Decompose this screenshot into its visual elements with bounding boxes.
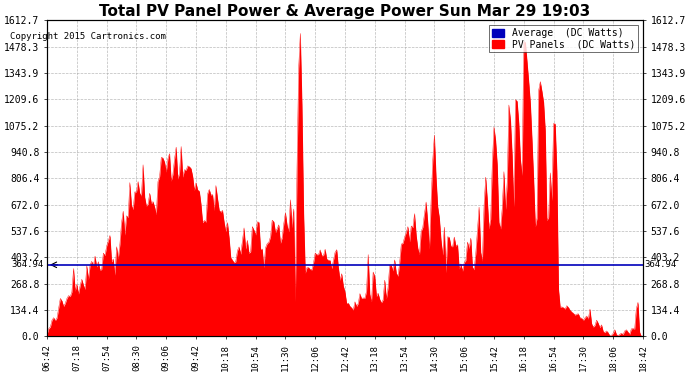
Legend: Average  (DC Watts), PV Panels  (DC Watts): Average (DC Watts), PV Panels (DC Watts)	[489, 25, 638, 52]
Text: Copyright 2015 Cartronics.com: Copyright 2015 Cartronics.com	[10, 32, 166, 41]
Text: 364.94: 364.94	[12, 260, 43, 269]
Text: 364.94: 364.94	[644, 260, 676, 269]
Title: Total PV Panel Power & Average Power Sun Mar 29 19:03: Total PV Panel Power & Average Power Sun…	[99, 4, 591, 19]
